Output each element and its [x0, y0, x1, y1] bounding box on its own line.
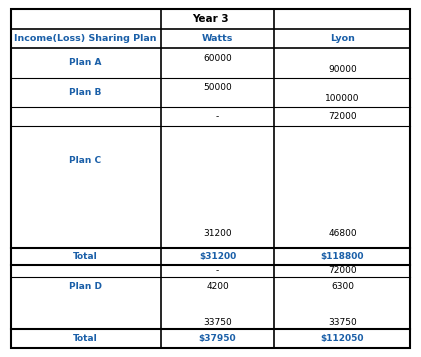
- Text: 46800: 46800: [328, 229, 357, 238]
- Text: 33750: 33750: [328, 318, 357, 327]
- Text: 60000: 60000: [203, 54, 232, 62]
- Text: -: -: [216, 112, 219, 121]
- Text: Plan A: Plan A: [69, 58, 102, 67]
- Text: $37950: $37950: [199, 334, 236, 343]
- Text: $31200: $31200: [199, 252, 236, 261]
- Text: Plan D: Plan D: [69, 282, 102, 291]
- Text: Watts: Watts: [202, 34, 233, 43]
- Text: 31200: 31200: [203, 229, 232, 238]
- Text: Year 3: Year 3: [192, 14, 229, 24]
- Text: Lyon: Lyon: [330, 34, 355, 43]
- Text: 100000: 100000: [325, 94, 360, 103]
- Text: Total: Total: [73, 252, 98, 261]
- Text: 72000: 72000: [328, 112, 357, 121]
- Text: Plan B: Plan B: [69, 88, 102, 97]
- Text: 6300: 6300: [331, 282, 354, 291]
- Text: 90000: 90000: [328, 65, 357, 74]
- Text: 50000: 50000: [203, 84, 232, 92]
- Text: 33750: 33750: [203, 318, 232, 327]
- Text: Total: Total: [73, 334, 98, 343]
- Text: Income(Loss) Sharing Plan: Income(Loss) Sharing Plan: [14, 34, 157, 43]
- Text: Plan C: Plan C: [69, 156, 101, 165]
- Text: $112050: $112050: [321, 334, 364, 343]
- Text: 72000: 72000: [328, 266, 357, 275]
- Text: 4200: 4200: [206, 282, 229, 291]
- Text: -: -: [216, 266, 219, 275]
- Text: $118800: $118800: [321, 252, 364, 261]
